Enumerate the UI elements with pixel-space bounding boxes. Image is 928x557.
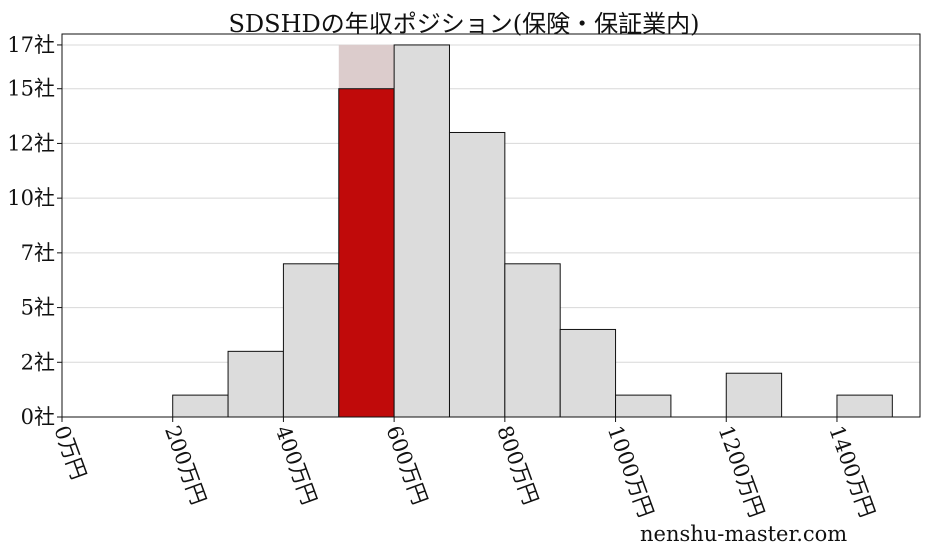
histogram-bar — [393, 44, 450, 418]
y-tick-label: 17社 — [7, 33, 55, 57]
watermark: nenshu-master.com — [640, 522, 848, 546]
y-tick-label: 7社 — [21, 241, 55, 265]
x-tick-label: 1000万円 — [603, 423, 658, 521]
histogram-bar — [615, 394, 672, 418]
x-tick-label: 1400万円 — [824, 423, 879, 521]
x-tick-label: 1200万円 — [714, 423, 769, 521]
chart-title: SDSHDの年収ポジション(保険・保証業内) — [228, 10, 700, 38]
histogram-bar — [504, 263, 561, 418]
plot-frame — [61, 33, 921, 418]
histogram-bar — [559, 328, 617, 418]
histogram-bar — [725, 372, 783, 418]
y-tick-label: 12社 — [7, 131, 55, 155]
histogram-bar — [448, 131, 506, 418]
x-axis: 0万円 200万円 400万円 600万円 800万円 1000万円 1200万円 1400万… — [49, 417, 879, 520]
x-tick-label: 400万円 — [271, 423, 322, 508]
histogram-bar — [836, 394, 893, 418]
y-tick-label: 10社 — [7, 186, 55, 210]
highlight-bar — [338, 88, 395, 418]
x-tick-label: 0万円 — [49, 423, 90, 483]
histogram-bar — [172, 394, 229, 418]
y-tick-label: 2社 — [21, 350, 55, 374]
y-tick-label: 5社 — [21, 296, 55, 320]
histogram-bar — [282, 263, 340, 418]
y-tick-label: 0社 — [21, 405, 55, 429]
x-tick-label: 600万円 — [381, 423, 432, 508]
x-tick-label: 200万円 — [160, 423, 211, 508]
y-tick-label: 15社 — [7, 77, 55, 101]
y-axis: 0社 2社 5社 7社 10社 12社 15社 17社 — [7, 33, 62, 429]
histogram-bar — [227, 350, 284, 418]
x-tick-label: 800万円 — [492, 423, 543, 508]
histogram-bars — [172, 44, 893, 418]
